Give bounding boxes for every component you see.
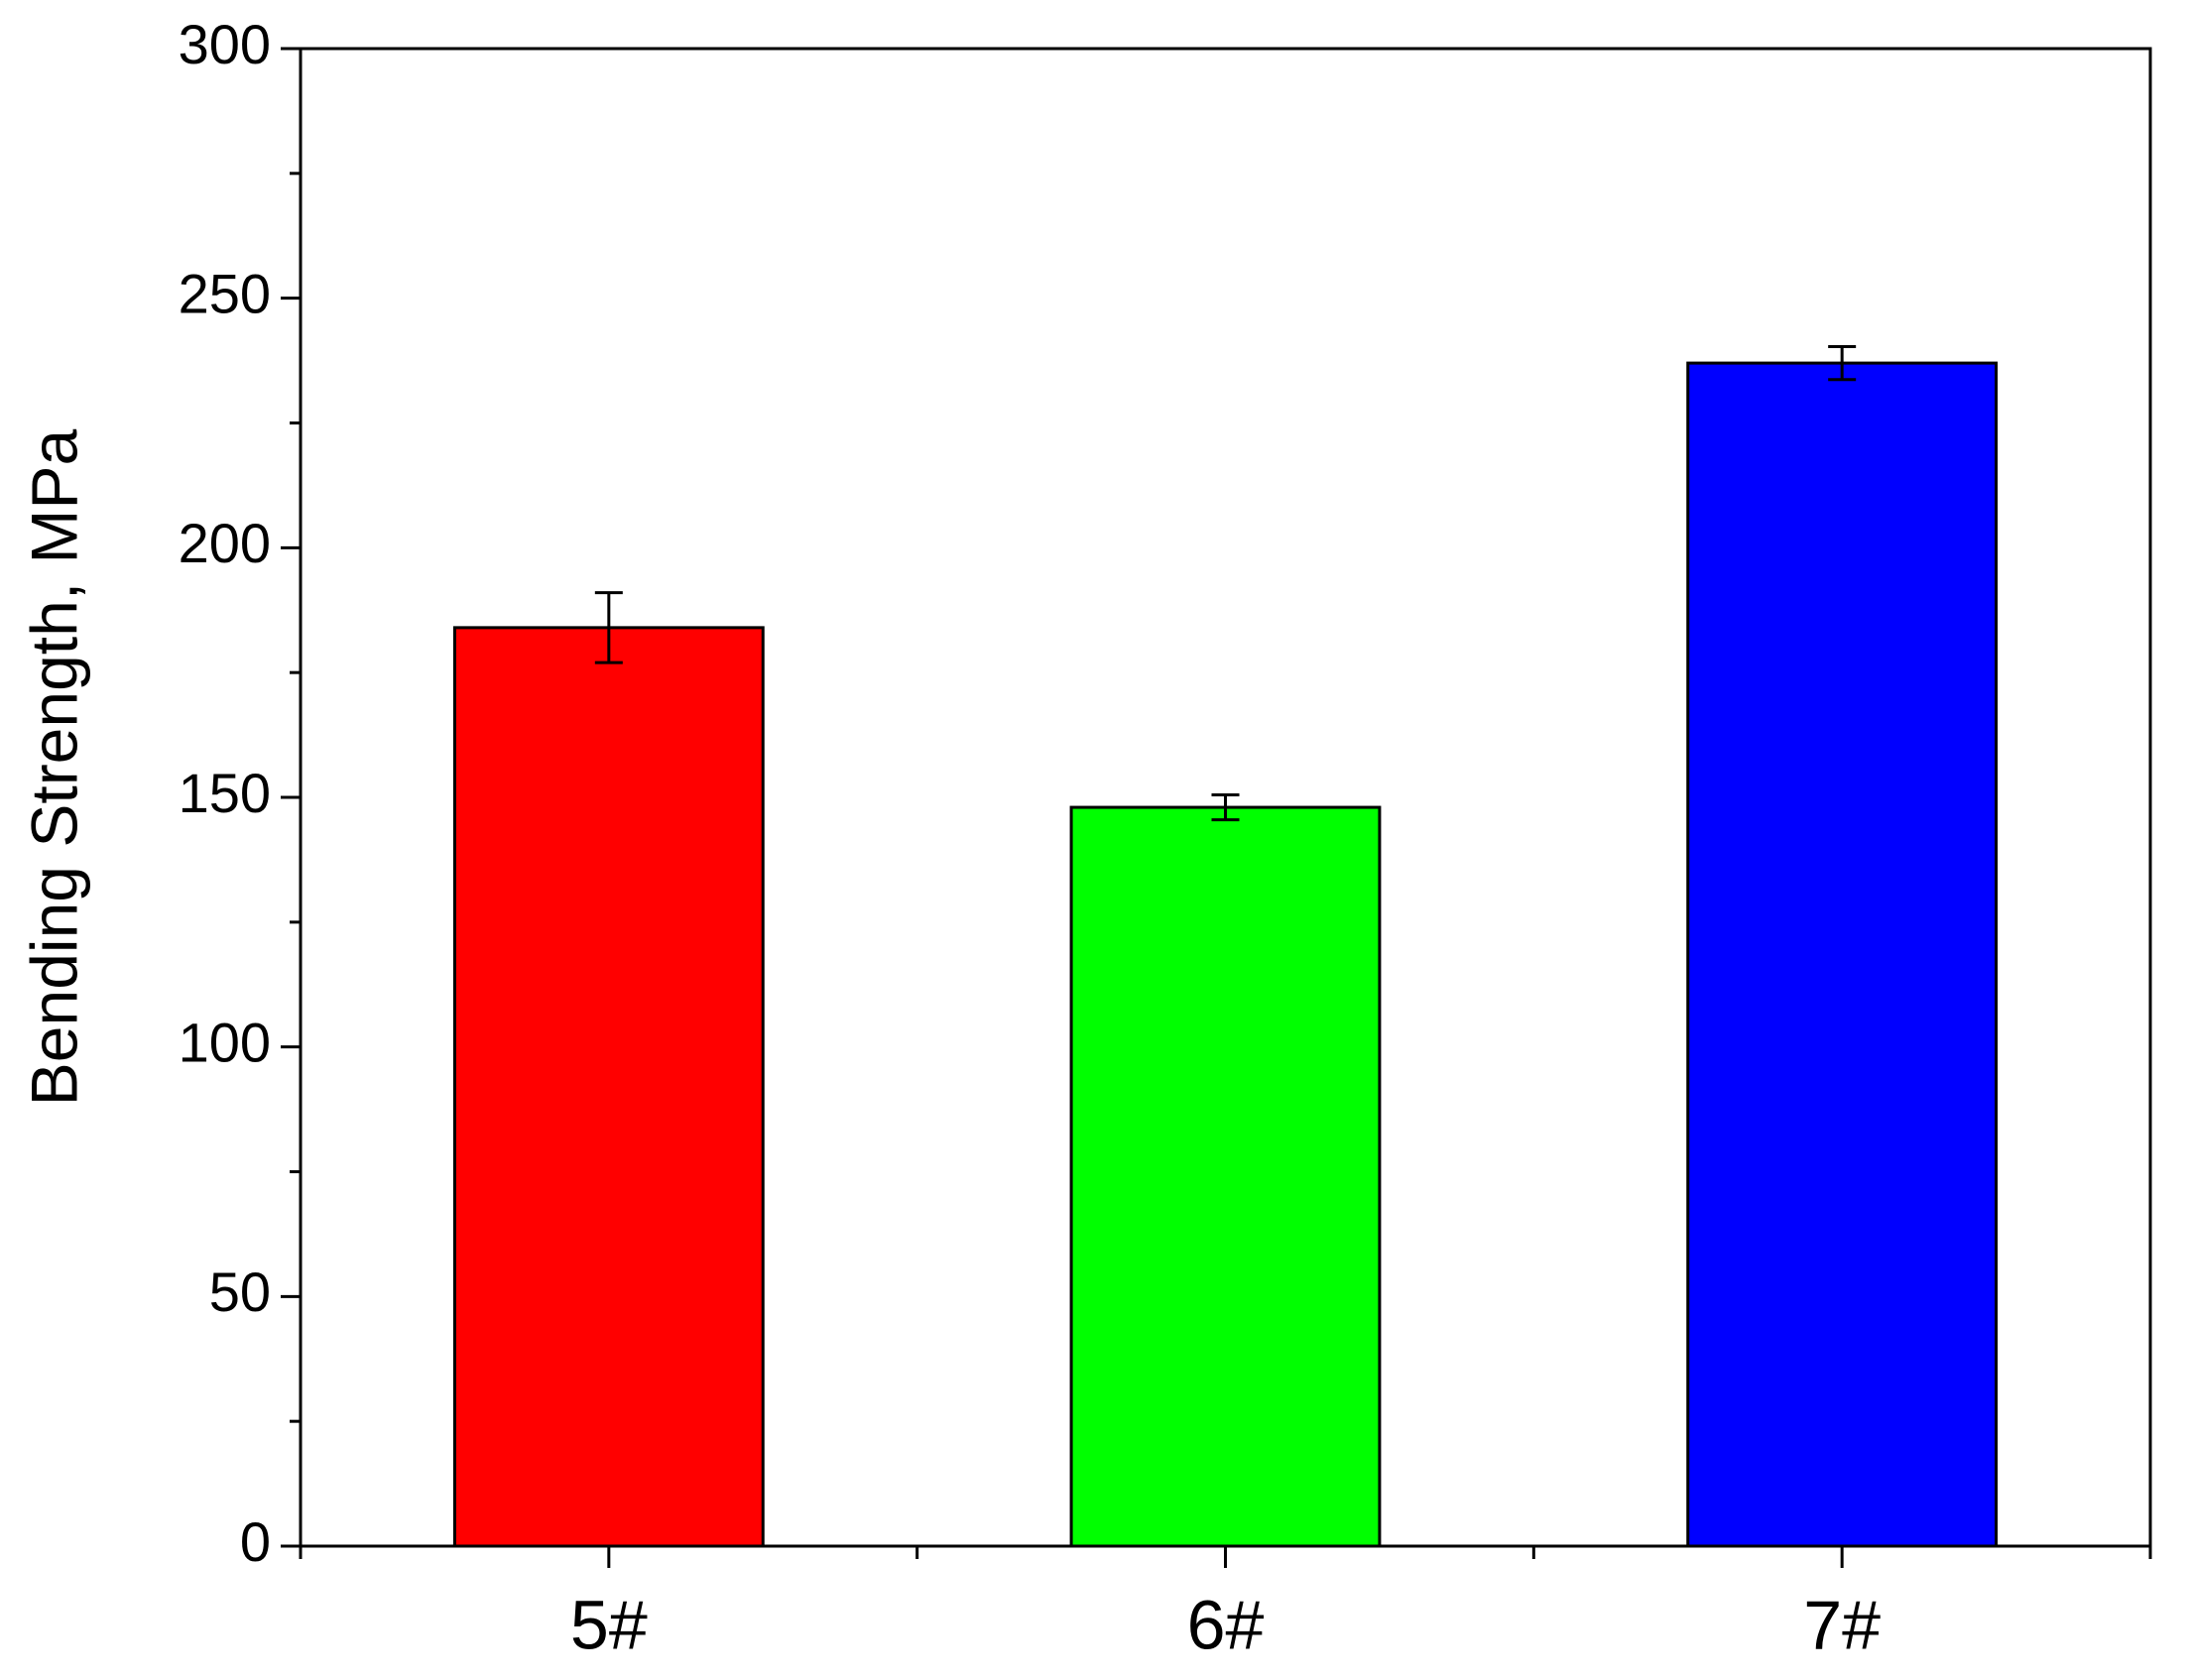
- x-tick-label: 6#: [1187, 1586, 1265, 1663]
- y-tick-label: 50: [209, 1260, 271, 1323]
- y-tick-label: 300: [179, 13, 271, 75]
- y-tick-label: 150: [179, 762, 271, 824]
- y-tick-label: 250: [179, 262, 271, 324]
- error-bar: [1828, 344, 1857, 382]
- error-bar: [594, 591, 623, 664]
- bar: [452, 626, 765, 1548]
- y-tick-label: 100: [179, 1011, 271, 1073]
- x-tick-label: 7#: [1803, 1586, 1881, 1663]
- bar: [1686, 361, 1999, 1548]
- y-axis-label: Bending Strength, MPa: [17, 428, 90, 1106]
- bar: [1069, 805, 1382, 1548]
- y-tick-label: 0: [240, 1510, 271, 1573]
- y-tick-label: 200: [179, 512, 271, 574]
- plot-frame: [299, 47, 2152, 1548]
- x-tick-label: 5#: [570, 1586, 648, 1663]
- error-bar: [1211, 792, 1240, 822]
